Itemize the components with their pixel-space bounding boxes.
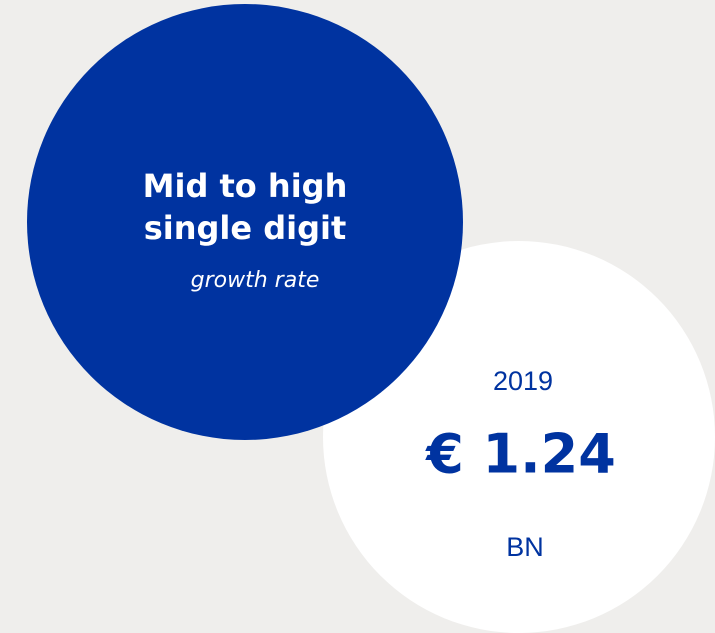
caption: growth rate xyxy=(191,268,320,293)
headline-line: single digit xyxy=(144,209,347,247)
headline-line: Mid to high xyxy=(143,167,348,205)
value: € 1.24 xyxy=(424,423,616,486)
year: 2019 xyxy=(493,366,553,396)
growth-circle xyxy=(27,4,463,440)
unit: BN xyxy=(506,532,544,562)
